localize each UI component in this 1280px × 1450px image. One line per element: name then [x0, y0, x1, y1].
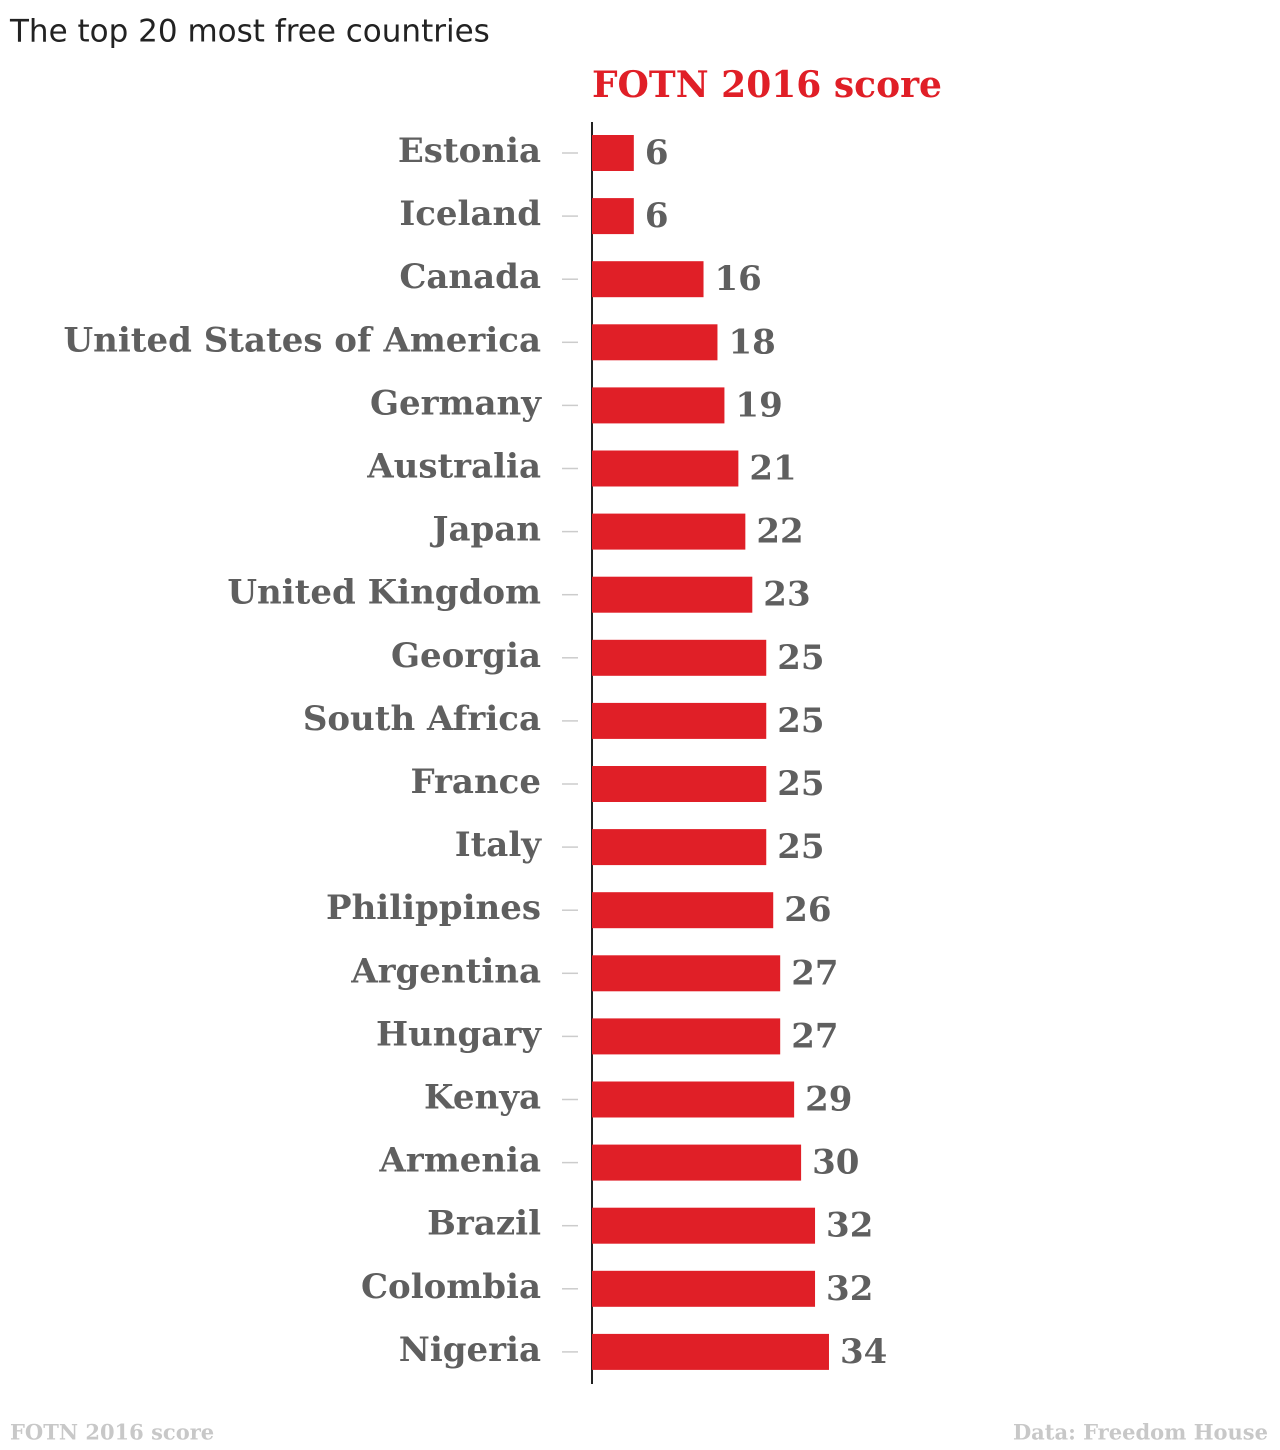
category-label: Hungary	[376, 1014, 542, 1054]
bar	[592, 955, 781, 992]
value-label: 22	[756, 512, 803, 552]
value-label: 23	[763, 575, 810, 615]
chart-title: The top 20 most free countries	[9, 14, 490, 50]
value-label: 16	[715, 259, 762, 299]
category-label: Georgia	[391, 636, 541, 676]
value-label: 19	[735, 385, 782, 425]
bar	[592, 576, 753, 613]
category-label: United Kingdom	[227, 573, 541, 613]
category-label: Colombia	[361, 1267, 541, 1307]
category-label: Italy	[455, 825, 543, 865]
value-label: 34	[840, 1332, 887, 1372]
bar	[592, 1018, 781, 1055]
category-label: Estonia	[398, 131, 541, 171]
value-label: 25	[777, 701, 824, 741]
category-label: South Africa	[303, 699, 541, 739]
series-header: FOTN 2016 score	[592, 64, 942, 106]
bar	[592, 702, 767, 739]
category-label: Brazil	[427, 1204, 541, 1244]
bar	[592, 513, 746, 550]
bar	[592, 198, 634, 235]
value-label: 27	[791, 1016, 838, 1056]
bar	[592, 1207, 816, 1244]
value-label: 26	[784, 890, 831, 930]
category-label: Armenia	[378, 1141, 541, 1181]
value-label: 6	[645, 196, 669, 236]
bar	[592, 892, 774, 929]
bar	[592, 1270, 816, 1307]
bar	[592, 1333, 829, 1370]
value-label: 27	[791, 953, 838, 993]
category-label: United States of America	[63, 320, 541, 360]
bar	[592, 639, 767, 676]
category-label: France	[410, 762, 541, 802]
category-label: Kenya	[424, 1078, 541, 1118]
value-label: 6	[645, 133, 669, 173]
value-label: 18	[728, 322, 775, 362]
value-label: 30	[812, 1143, 859, 1183]
category-label: Nigeria	[399, 1330, 541, 1370]
value-label: 25	[777, 764, 824, 804]
footer-label: FOTN 2016 score	[10, 1420, 214, 1445]
category-label: Philippines	[326, 888, 541, 928]
bar	[592, 1081, 795, 1118]
bar	[592, 387, 725, 424]
bar	[592, 261, 704, 298]
category-label: Canada	[399, 257, 541, 297]
bar	[592, 324, 718, 361]
value-label: 32	[826, 1206, 873, 1246]
value-label: 32	[826, 1269, 873, 1309]
bar	[592, 135, 634, 171]
value-label: 21	[749, 449, 796, 489]
value-label: 29	[805, 1080, 852, 1120]
value-label: 25	[777, 827, 824, 867]
source: Data: Freedom House	[1013, 1420, 1268, 1445]
category-label: Japan	[429, 510, 541, 550]
category-label: Iceland	[399, 194, 541, 234]
category-label: Argentina	[350, 951, 541, 991]
category-label: Australia	[366, 447, 541, 487]
value-label: 25	[777, 638, 824, 678]
bar	[592, 766, 767, 802]
bar	[592, 829, 767, 866]
bar	[592, 1144, 802, 1181]
category-label: Germany	[370, 383, 542, 423]
bar	[592, 450, 739, 487]
